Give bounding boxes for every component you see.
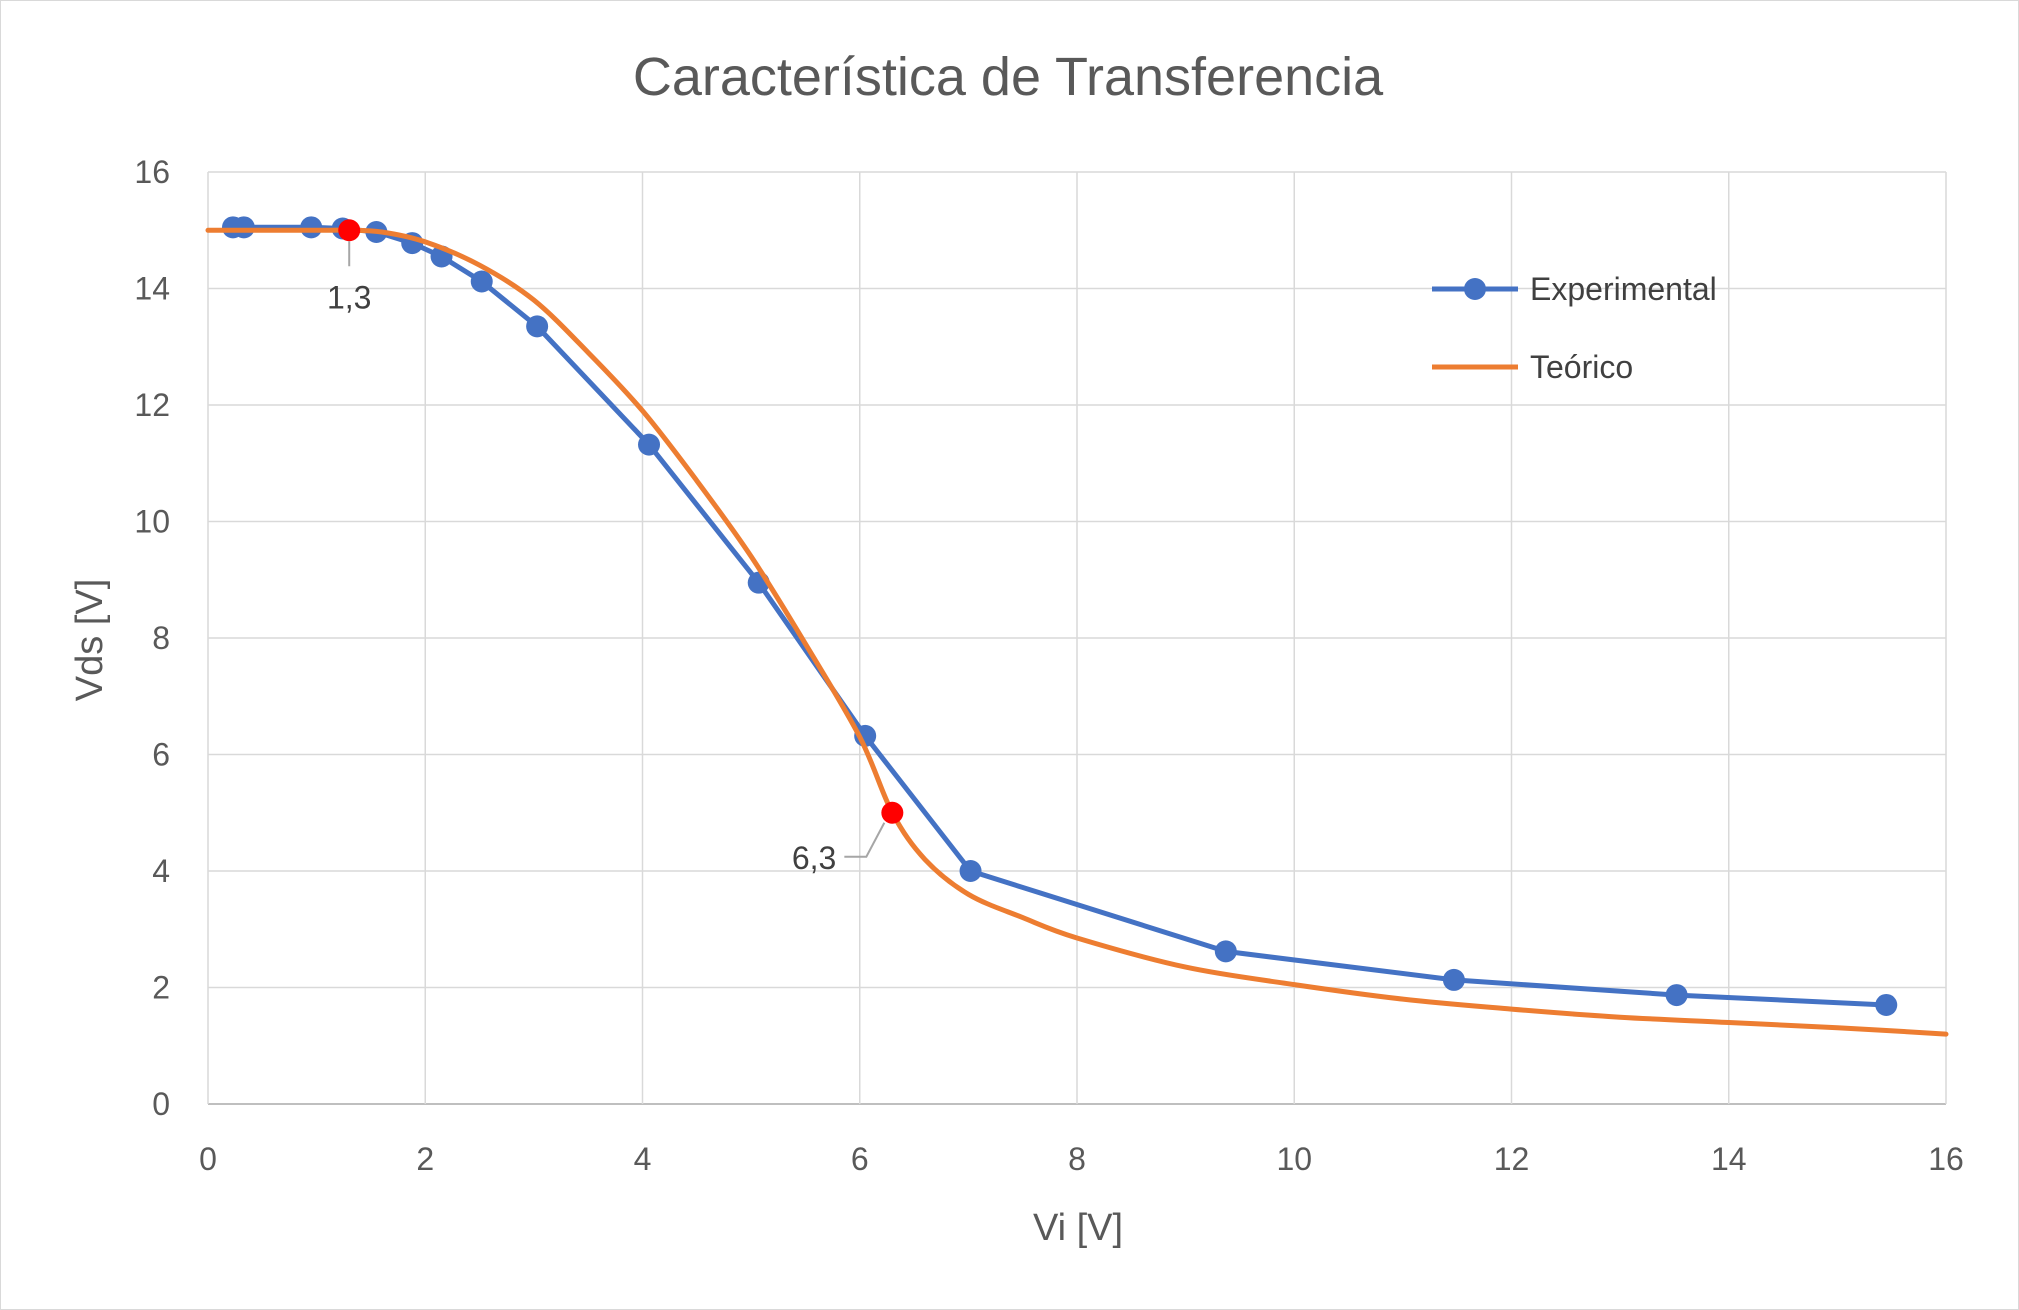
y-tick-label: 2: [152, 970, 170, 1006]
legend: Experimental Teórico: [1432, 271, 1717, 385]
x-axis-label: Vi [V]: [1033, 1207, 1123, 1249]
data-point-experimental: [1665, 984, 1688, 1007]
series-line-experimental: [230, 224, 1889, 1008]
chart-title: Característica de Transferencia: [633, 47, 1384, 107]
x-tick-label: 10: [1276, 1141, 1312, 1177]
grid-lines: [207, 171, 1947, 1105]
y-tick-label: 0: [152, 1086, 170, 1122]
y-axis-label: Vds [V]: [69, 579, 111, 702]
x-tick-label: 12: [1494, 1141, 1530, 1177]
data-point-experimental: [232, 216, 255, 239]
x-tick-label: 0: [199, 1141, 217, 1177]
data-point-experimental: [470, 270, 493, 293]
annotations: 1,3 6,3: [327, 219, 904, 876]
highlight-point: [338, 219, 361, 242]
x-axis-ticks: 0 2 4 6 8 10 12 14 16: [199, 1141, 1964, 1177]
x-tick-label: 16: [1928, 1141, 1964, 1177]
data-point-experimental: [526, 315, 549, 338]
x-tick-label: 4: [634, 1141, 652, 1177]
legend-marker-experimental: [1464, 278, 1486, 300]
data-point-experimental: [1875, 993, 1898, 1016]
legend-label-experimental: Experimental: [1530, 271, 1717, 307]
y-axis-ticks: 0 2 4 6 8 10 12 14 16: [134, 154, 170, 1122]
data-point-experimental: [300, 216, 323, 239]
x-tick-label: 8: [1068, 1141, 1086, 1177]
data-point-experimental: [638, 433, 661, 456]
y-tick-label: 10: [134, 504, 170, 540]
annotation-label: 6,3: [792, 840, 836, 876]
y-tick-label: 4: [152, 853, 170, 889]
x-tick-label: 14: [1711, 1141, 1747, 1177]
data-point-experimental: [1214, 940, 1237, 963]
y-tick-label: 14: [134, 271, 170, 307]
data-point-experimental: [1442, 968, 1465, 991]
data-point-experimental: [959, 860, 982, 882]
legend-label-teorico: Teórico: [1530, 349, 1633, 385]
series-layer: [205, 216, 1949, 1037]
y-tick-label: 12: [134, 387, 170, 423]
series-line-teorico: [205, 227, 1949, 1037]
x-tick-label: 2: [416, 1141, 434, 1177]
highlight-point: [881, 801, 904, 824]
x-tick-label: 6: [851, 1141, 869, 1177]
y-tick-label: 6: [152, 737, 170, 773]
annotation-label: 1,3: [327, 279, 371, 315]
y-tick-label: 16: [134, 154, 170, 190]
y-tick-label: 8: [152, 620, 170, 656]
annotation-leader: [844, 822, 886, 858]
